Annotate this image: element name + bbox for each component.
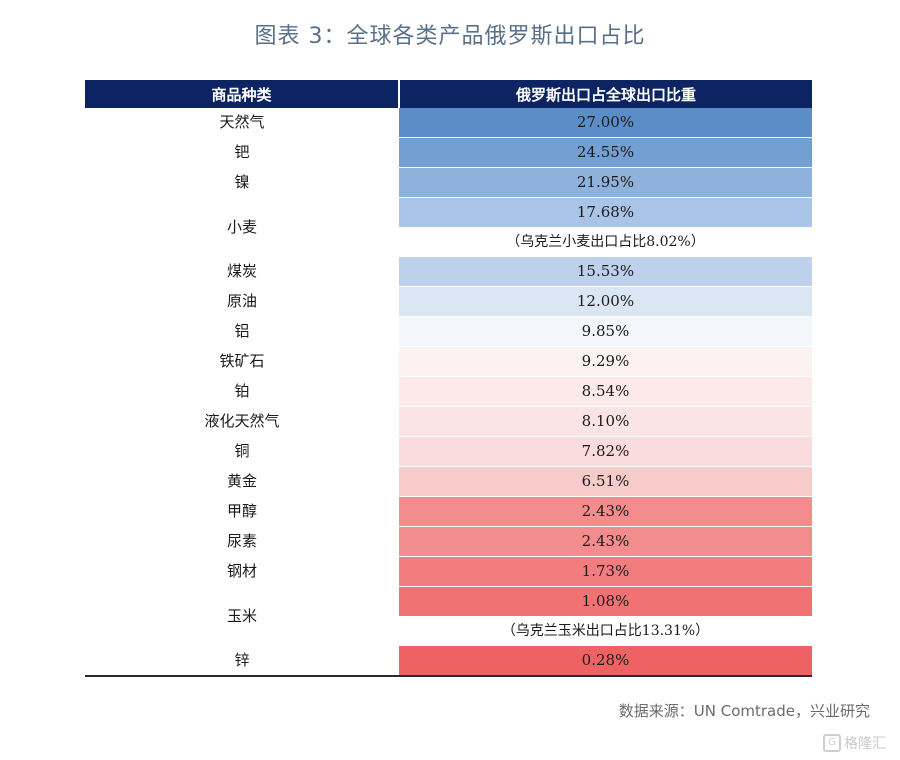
table-row: 钯 24.55% bbox=[85, 137, 812, 168]
table-header-row: 商品种类 俄罗斯出口占全球出口比重 bbox=[85, 80, 812, 108]
row-category: 铝 bbox=[85, 316, 399, 347]
header-share: 俄罗斯出口占全球出口比重 bbox=[398, 80, 812, 108]
row-share-value: 7.82% bbox=[399, 436, 812, 467]
row-note: （乌克兰小麦出口占比8.02%） bbox=[399, 227, 812, 257]
table-row: 铜 7.82% bbox=[85, 436, 812, 467]
row-share-value: 8.10% bbox=[399, 406, 812, 437]
watermark-text: 格隆汇 bbox=[844, 736, 886, 752]
row-category: 镍 bbox=[85, 167, 399, 198]
row-share-value: 9.29% bbox=[399, 346, 812, 377]
row-category: 原油 bbox=[85, 286, 399, 317]
row-share-value: 2.43% bbox=[399, 496, 812, 527]
row-share-value: 21.95% bbox=[399, 167, 812, 198]
table-row: 铁矿石 9.29% bbox=[85, 346, 812, 377]
source-note: 数据来源：UN Comtrade，兴业研究 bbox=[618, 702, 870, 720]
table-row: 煤炭 15.53% bbox=[85, 257, 812, 287]
table-body: 天然气 27.00% 钯 24.55% 镍 21.95% 小麦 17.68% （乌克兰小麦出口占… bbox=[85, 108, 812, 677]
table-row: 黄金 6.51% bbox=[85, 466, 812, 497]
table-row: 小麦 17.68% bbox=[85, 197, 812, 257]
row-category: 黄金 bbox=[85, 466, 399, 497]
row-category: 煤炭 bbox=[85, 257, 399, 287]
row-share-value: 0.28% bbox=[399, 646, 812, 677]
export-share-table-container: 商品种类 俄罗斯出口占全球出口比重 天然气 27.00% 钯 24.55% 镍 21.95… bbox=[85, 80, 812, 677]
row-category: 铂 bbox=[85, 376, 399, 407]
row-category: 液化天然气 bbox=[85, 406, 399, 437]
table-row: 镍 21.95% bbox=[85, 167, 812, 198]
row-note: （乌克兰玉米出口占比13.31%） bbox=[399, 616, 812, 646]
row-category: 玉米 bbox=[85, 586, 399, 646]
row-category: 小麦 bbox=[85, 197, 399, 257]
export-share-table: 商品种类 俄罗斯出口占全球出口比重 天然气 27.00% 钯 24.55% 镍 21.95… bbox=[85, 80, 812, 677]
row-category: 铁矿石 bbox=[85, 346, 399, 377]
chart-title: 图表 3：全球各类产品俄罗斯出口占比 bbox=[254, 24, 646, 49]
table-row: 铝 9.85% bbox=[85, 316, 812, 347]
row-share-value: 1.73% bbox=[399, 556, 812, 587]
table-row: 玉米 1.08% bbox=[85, 586, 812, 646]
row-share-value: 24.55% bbox=[399, 137, 812, 168]
row-share-value: 1.08% bbox=[399, 586, 812, 617]
row-share-value: 2.43% bbox=[399, 526, 812, 557]
watermark: G 格隆汇 bbox=[823, 733, 886, 753]
row-category: 钯 bbox=[85, 137, 399, 168]
table-row: 甲醇 2.43% bbox=[85, 496, 812, 527]
table-row: 原油 12.00% bbox=[85, 286, 812, 317]
row-category: 锌 bbox=[85, 646, 399, 677]
row-share-value: 12.00% bbox=[399, 286, 812, 317]
table-row: 天然气 27.00% bbox=[85, 108, 812, 138]
row-category: 铜 bbox=[85, 436, 399, 467]
row-share-value: 9.85% bbox=[399, 316, 812, 347]
row-category: 尿素 bbox=[85, 526, 399, 557]
row-share-value: 15.53% bbox=[399, 257, 812, 287]
row-share-value: 8.54% bbox=[399, 376, 812, 407]
row-category: 钢材 bbox=[85, 556, 399, 587]
watermark-logo-icon: G bbox=[823, 734, 841, 752]
row-share-value: 17.68% bbox=[399, 197, 812, 228]
table-row: 铂 8.54% bbox=[85, 376, 812, 407]
table-row: 钢材 1.73% bbox=[85, 556, 812, 587]
row-share-value: 6.51% bbox=[399, 466, 812, 497]
table-note-row: （乌克兰玉米出口占比13.31%） bbox=[85, 616, 812, 646]
table-note-row: （乌克兰小麦出口占比8.02%） bbox=[85, 227, 812, 257]
row-category: 甲醇 bbox=[85, 496, 399, 527]
header-category: 商品种类 bbox=[85, 80, 399, 108]
row-category: 天然气 bbox=[85, 108, 399, 138]
table-row: 尿素 2.43% bbox=[85, 526, 812, 557]
table-row: 锌 0.28% bbox=[85, 646, 812, 677]
table-row: 液化天然气 8.10% bbox=[85, 406, 812, 437]
row-share-value: 27.00% bbox=[399, 108, 812, 138]
